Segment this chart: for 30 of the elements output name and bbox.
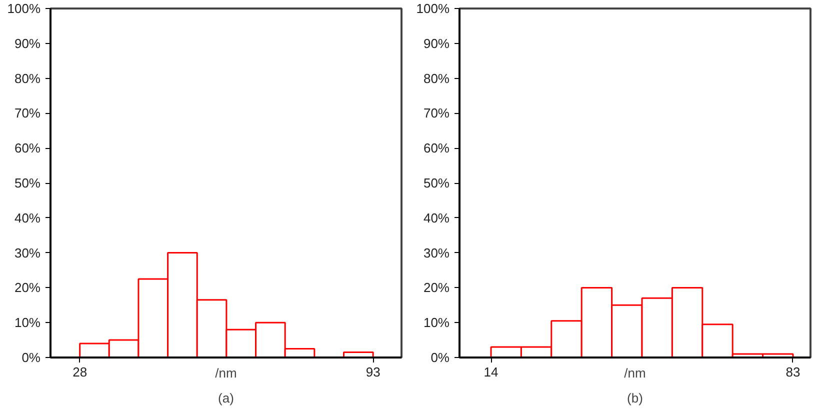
y-tick-label: 50% (423, 176, 450, 190)
x-tick-label: 14 (484, 364, 498, 380)
y-tick-label: 70% (423, 106, 450, 121)
y-tick-label: 100% (416, 1, 450, 16)
y-tick-label: 100% (7, 1, 41, 16)
y-tick-label: 60% (14, 140, 41, 156)
y-tick-label: 60% (423, 140, 450, 156)
x-tick-label: 28 (72, 364, 88, 380)
x-tick-label: 93 (366, 364, 380, 380)
x-tick-label: 83 (786, 364, 800, 380)
y-tick-label: 10% (423, 315, 450, 330)
y-tick-label: 0% (22, 350, 41, 365)
x-axis-title: /nm (215, 366, 237, 380)
y-tick-label: 30% (423, 245, 450, 260)
y-tick-label: 80% (423, 70, 450, 86)
y-tick-label: 80% (14, 70, 41, 86)
y-tick-label: 40% (423, 210, 450, 226)
y-tick-label: 20% (14, 280, 41, 296)
y-tick-label: 50% (14, 176, 41, 190)
text: (b) (627, 390, 643, 406)
y-tick-label: 40% (14, 210, 41, 226)
x-axis-title: /nm (624, 366, 646, 380)
y-tick-label: 70% (14, 106, 41, 121)
text: (a) (218, 390, 234, 406)
y-tick-label: 20% (423, 280, 450, 296)
y-tick-label: 90% (423, 36, 450, 51)
y-tick-label: 90% (14, 36, 41, 51)
y-tick-label: 10% (14, 315, 41, 330)
y-tick-label: 0% (430, 350, 450, 365)
y-tick-label: 30% (14, 245, 41, 260)
